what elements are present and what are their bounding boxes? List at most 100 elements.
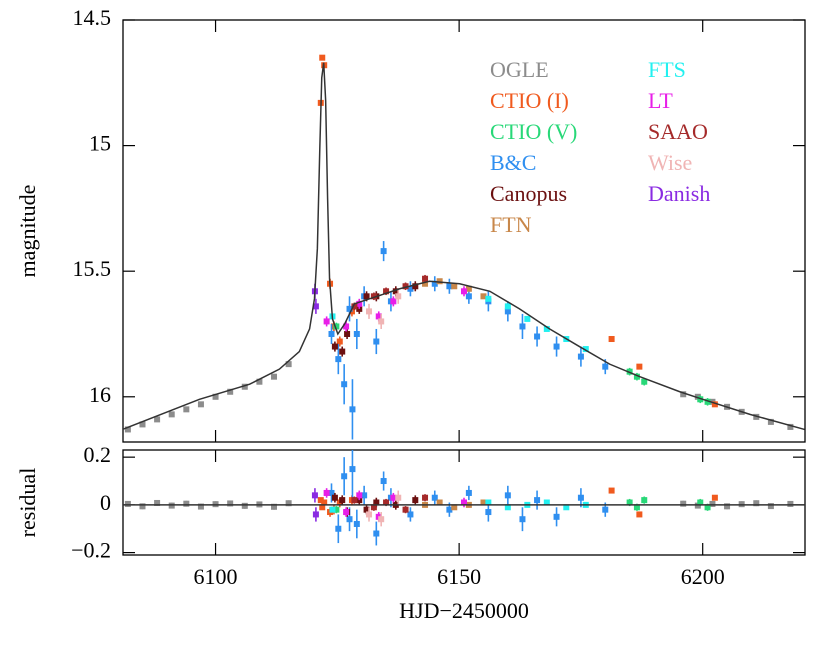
data-point <box>608 336 615 343</box>
y-tick-label: 15.5 <box>73 256 112 281</box>
data-point <box>363 506 370 513</box>
data-point <box>412 497 419 504</box>
x-tick-label: 6150 <box>437 564 481 589</box>
data-point <box>317 497 324 504</box>
data-point <box>378 516 385 523</box>
data-point <box>343 323 350 330</box>
data-point <box>373 499 380 506</box>
data-point <box>383 499 390 506</box>
data-point <box>370 293 377 300</box>
data-point <box>336 338 343 345</box>
data-point <box>346 305 353 312</box>
data-point <box>711 401 718 408</box>
data-point <box>753 500 760 507</box>
y-tick-label: 16 <box>89 382 111 407</box>
legend-label: Canopus <box>490 181 567 206</box>
data-point <box>709 500 716 507</box>
data-point <box>124 500 131 507</box>
data-point <box>602 363 609 370</box>
y-tick-label: 14.5 <box>73 5 112 30</box>
data-point <box>321 499 328 506</box>
data-point <box>241 502 248 509</box>
data-point <box>351 497 358 504</box>
data-point <box>124 426 131 433</box>
data-point <box>329 506 336 513</box>
data-point <box>319 504 326 511</box>
data-point <box>395 494 402 501</box>
data-point <box>402 506 409 513</box>
data-point <box>519 323 526 330</box>
data-point <box>436 278 443 285</box>
data-point <box>323 318 330 325</box>
y-tick-label: 15 <box>89 131 111 156</box>
data-point <box>341 381 348 388</box>
y-tick-label: 0.2 <box>84 442 112 467</box>
data-point <box>271 373 278 380</box>
data-point <box>641 497 648 504</box>
data-point <box>422 275 429 282</box>
data-point <box>346 516 353 523</box>
data-point <box>577 494 584 501</box>
data-point <box>697 396 704 403</box>
data-point <box>641 378 648 385</box>
x-tick-label: 6200 <box>681 564 725 589</box>
data-point <box>519 516 526 523</box>
data-point <box>480 499 487 506</box>
data-point <box>543 325 550 332</box>
data-point <box>485 509 492 516</box>
data-point <box>227 388 234 395</box>
data-point <box>349 466 356 473</box>
data-point <box>312 511 319 518</box>
data-point <box>363 293 370 300</box>
data-point <box>767 418 774 425</box>
data-point <box>485 295 492 302</box>
data-point <box>461 288 467 295</box>
data-point <box>446 506 453 513</box>
data-point <box>378 318 385 325</box>
data-point <box>633 373 640 380</box>
data-point <box>271 503 278 510</box>
model-curve <box>123 62 805 431</box>
data-point <box>431 280 438 287</box>
data-point <box>485 499 492 506</box>
data-point <box>787 423 794 430</box>
data-point <box>197 401 204 408</box>
data-point <box>704 504 711 511</box>
data-point <box>436 499 443 506</box>
data-point <box>504 308 511 315</box>
data-point <box>331 343 338 350</box>
data-point <box>285 500 292 507</box>
data-point <box>353 520 360 527</box>
data-point <box>343 509 350 516</box>
data-point <box>504 492 511 499</box>
legend-label: B&C <box>490 150 536 175</box>
legend-label: LT <box>648 88 673 113</box>
data-point <box>704 398 711 405</box>
data-point <box>335 525 342 532</box>
data-point <box>366 511 373 518</box>
data-point <box>407 511 414 518</box>
data-point <box>767 503 774 510</box>
data-point <box>451 283 458 290</box>
data-point <box>480 293 487 300</box>
data-point <box>349 406 356 413</box>
data-point <box>431 494 438 501</box>
data-point <box>335 356 342 363</box>
legend-label: FTN <box>490 212 532 237</box>
plot-area <box>123 54 805 440</box>
x-tick-label: 6100 <box>194 564 238 589</box>
data-point <box>319 54 326 61</box>
data-point <box>602 506 609 513</box>
residual-frame <box>122 449 806 556</box>
data-point <box>351 303 358 310</box>
data-point <box>183 500 190 507</box>
data-point <box>407 285 414 292</box>
data-point <box>577 353 584 360</box>
data-point <box>553 513 560 520</box>
data-point <box>636 363 643 370</box>
data-point <box>383 288 390 295</box>
data-point <box>356 300 363 307</box>
data-point <box>341 473 348 480</box>
data-point <box>241 383 248 390</box>
